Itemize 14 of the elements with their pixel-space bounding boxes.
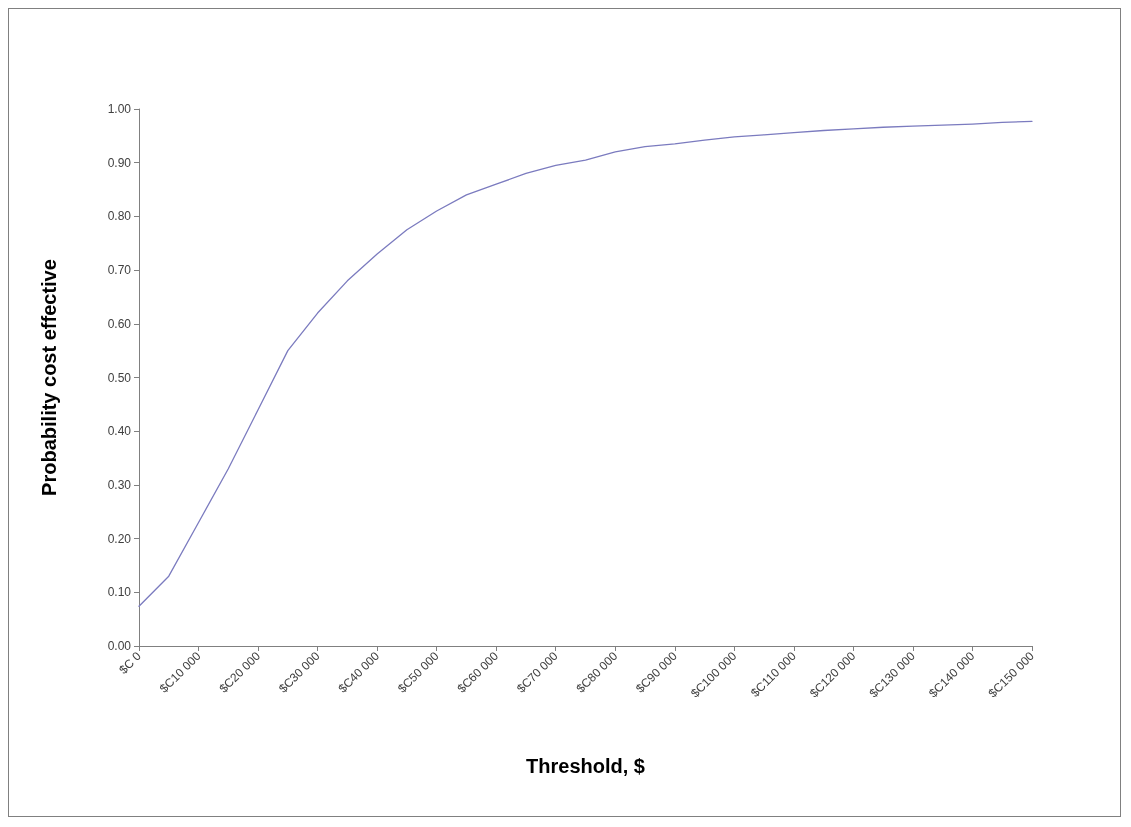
y-axis-title: Probability cost effective — [38, 259, 60, 496]
line-series — [138, 120, 1033, 607]
y-tick-label: 0.20 — [107, 531, 132, 546]
x-axis-title: Threshold, $ — [526, 755, 645, 777]
y-tick-label: 0.40 — [107, 424, 132, 439]
y-tick-label: 0.50 — [107, 370, 132, 385]
y-tick-label: 0.00 — [107, 639, 132, 653]
y-tick-label: 0.90 — [107, 155, 132, 170]
y-tick-label: 0.80 — [107, 209, 132, 224]
y-tick-label: 0.10 — [107, 585, 132, 600]
y-tick-label: 0.60 — [107, 316, 132, 331]
y-tick-label: 0.70 — [107, 263, 132, 278]
y-tick-label: 1.00 — [107, 102, 132, 116]
y-tick-label: 0.30 — [107, 477, 132, 492]
